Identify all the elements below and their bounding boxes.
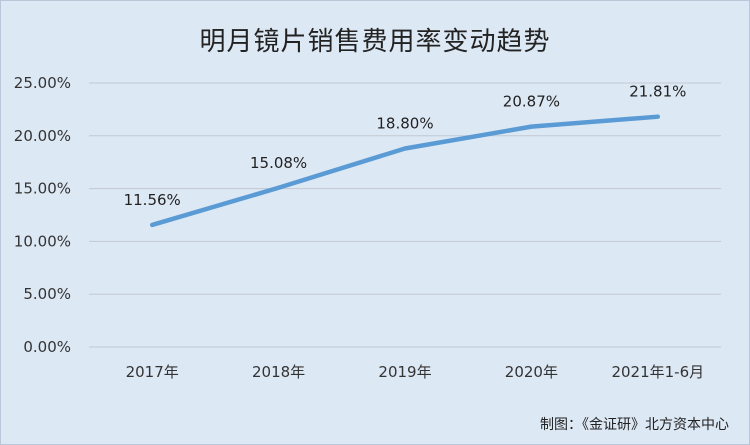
y-tick-label: 25.00% [14,74,71,92]
data-label: 21.81% [629,83,686,101]
data-label: 20.87% [503,93,560,111]
y-tick-label: 15.00% [14,180,71,198]
x-tick-label: 2020年 [505,363,558,381]
series-line [149,114,661,228]
x-tick-label: 2017年 [126,363,179,381]
y-tick-label: 5.00% [23,285,71,303]
y-tick-label: 20.00% [14,127,71,145]
y-tick-label: 0.00% [23,338,71,356]
x-tick-label: 2021年1-6月 [611,363,704,381]
chart-title: 明月镜片销售费用率变动趋势 [199,27,551,57]
x-tick-label: 2018年 [252,363,305,381]
x-tick-label: 2019年 [378,363,431,381]
data-label: 11.56% [124,191,181,209]
data-label: 15.08% [250,154,307,172]
data-label: 18.80% [376,114,433,132]
y-tick-label: 10.00% [14,232,71,250]
source-note: 制图：《金证研》北方资本中心 [540,417,729,433]
